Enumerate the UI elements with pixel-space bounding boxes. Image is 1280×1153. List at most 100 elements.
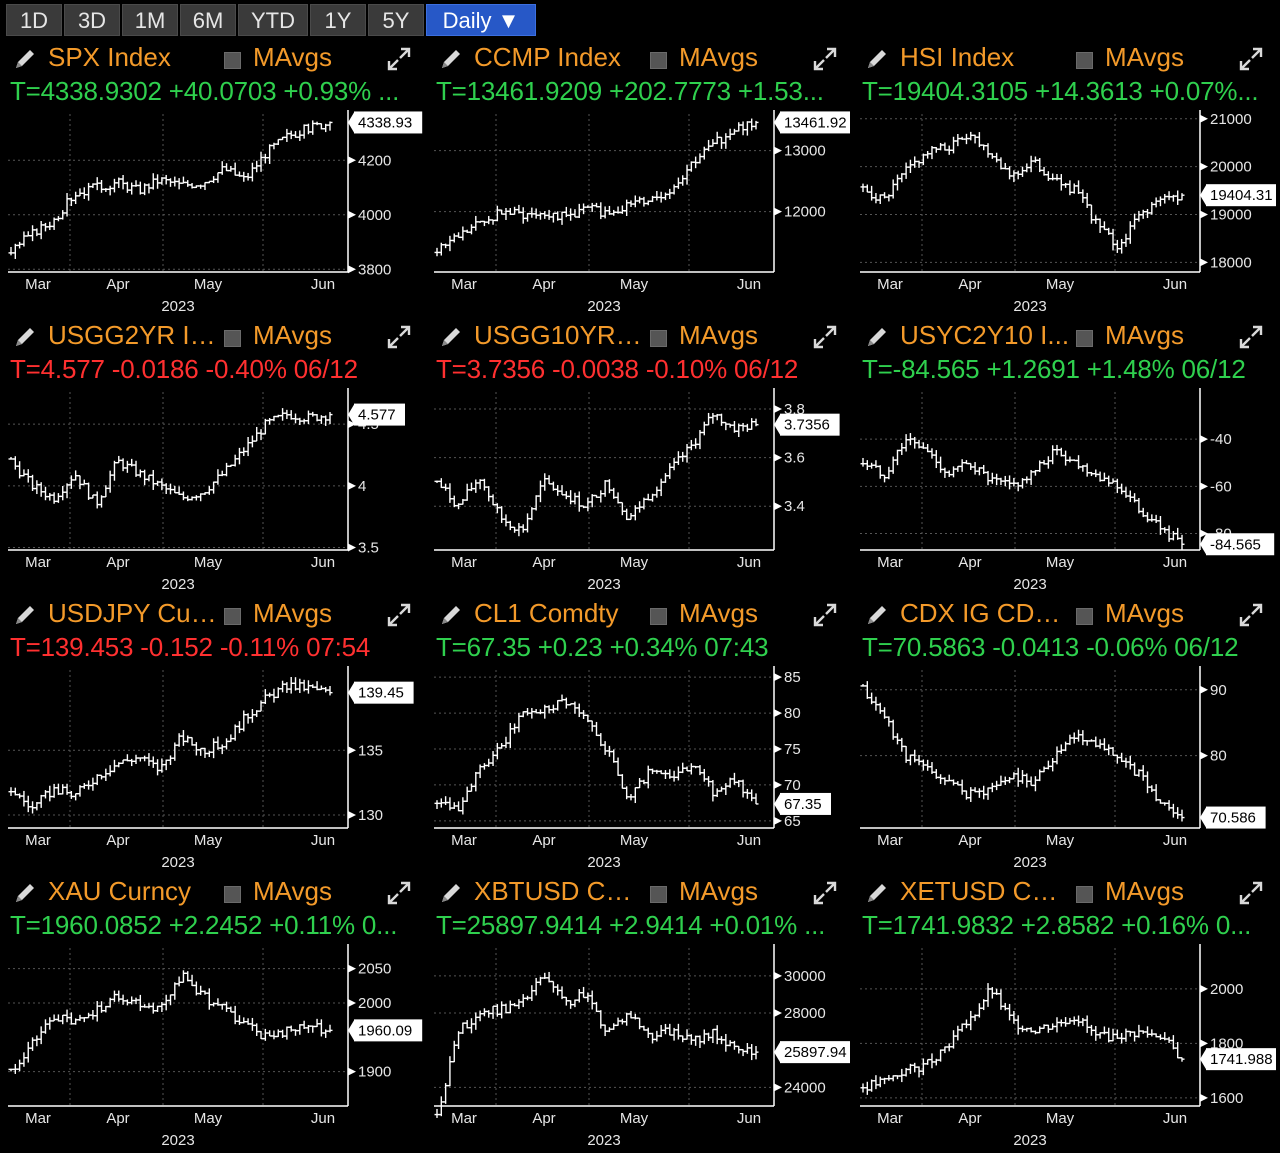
period-1y-button[interactable]: 1Y [310, 4, 366, 36]
last-value-label: 70.586 [1210, 810, 1256, 827]
y-tick-marker [1200, 258, 1208, 267]
ohlc-series [434, 694, 759, 815]
last-value-pointer [774, 112, 780, 133]
mavgs-label[interactable]: MAvgs [253, 876, 332, 906]
mavgs-label[interactable]: MAvgs [253, 42, 332, 72]
period-5y-button[interactable]: 5Y [368, 4, 424, 36]
mavgs-label[interactable]: MAvgs [679, 876, 758, 906]
expand-icon[interactable] [1238, 324, 1264, 350]
pencil-icon[interactable] [864, 324, 890, 350]
ticker-label[interactable]: USGG2YR In... [48, 320, 218, 350]
pencil-icon[interactable] [12, 880, 38, 906]
mavgs-checkbox[interactable] [1076, 330, 1093, 347]
mavgs-checkbox[interactable] [224, 52, 241, 69]
mavgs-checkbox[interactable] [650, 886, 667, 903]
x-tick-label: May [620, 554, 649, 571]
mavgs-checkbox[interactable] [650, 52, 667, 69]
mavgs-label[interactable]: MAvgs [679, 42, 758, 72]
y-tick-label: -40 [1210, 431, 1232, 448]
pencil-icon[interactable] [12, 324, 38, 350]
expand-icon[interactable] [812, 602, 838, 628]
mavgs-label[interactable]: MAvgs [1105, 42, 1184, 72]
ticker-label[interactable]: CCMP Index [474, 42, 621, 72]
mavgs-label[interactable]: MAvgs [253, 598, 332, 628]
frequency-daily-dropdown[interactable]: Daily ▼ [426, 4, 536, 36]
expand-icon[interactable] [386, 602, 412, 628]
pencil-icon[interactable] [438, 602, 464, 628]
y-tick-marker [348, 964, 356, 973]
period-1m-button[interactable]: 1M [122, 4, 178, 36]
y-tick-marker [774, 780, 782, 789]
period-1d-button[interactable]: 1D [6, 4, 62, 36]
y-tick-marker [348, 210, 356, 219]
pencil-icon[interactable] [12, 602, 38, 628]
period-ytd-button[interactable]: YTD [238, 4, 308, 36]
expand-icon[interactable] [1238, 880, 1264, 906]
ohlc-series [8, 408, 333, 509]
period-3d-button[interactable]: 3D [64, 4, 120, 36]
expand-icon[interactable] [386, 46, 412, 72]
ticker-label[interactable]: SPX Index [48, 42, 171, 72]
y-tick-label: 130 [358, 807, 383, 824]
ticker-label[interactable]: HSI Index [900, 42, 1015, 72]
last-value-pointer [774, 793, 780, 814]
mavgs-label[interactable]: MAvgs [1105, 876, 1184, 906]
pencil-icon[interactable] [864, 602, 890, 628]
ticker-label[interactable]: CL1 Comdty [474, 598, 619, 628]
ticker-label[interactable]: CDX IG CDSI... [900, 598, 1070, 628]
expand-icon[interactable] [386, 880, 412, 906]
pencil-icon[interactable] [438, 46, 464, 72]
mavgs-checkbox[interactable] [224, 886, 241, 903]
pencil-icon[interactable] [438, 324, 464, 350]
expand-icon[interactable] [812, 324, 838, 350]
price-chart: 12000 13000 Mar Apr May Jun 2023 13461.92 [434, 110, 850, 315]
mavgs-checkbox[interactable] [224, 330, 241, 347]
expand-icon[interactable] [386, 324, 412, 350]
mavgs-label[interactable]: MAvgs [1105, 598, 1184, 628]
y-tick-label: 3800 [358, 261, 391, 278]
mavgs-label[interactable]: MAvgs [679, 320, 758, 350]
expand-icon[interactable] [1238, 46, 1264, 72]
mavgs-checkbox[interactable] [1076, 608, 1093, 625]
pencil-icon[interactable] [12, 46, 38, 72]
ticker-label[interactable]: USYC2Y10 I... [900, 320, 1070, 350]
mavgs-checkbox[interactable] [1076, 52, 1093, 69]
period-6m-button[interactable]: 6M [180, 4, 236, 36]
pencil-icon[interactable] [864, 46, 890, 72]
ticker-label[interactable]: XBTUSD Cur... [474, 876, 644, 906]
ticker-label[interactable]: USGG10YR I... [474, 320, 644, 350]
year-label: 2023 [587, 298, 620, 315]
last-value-pointer [774, 414, 780, 435]
panel-header: SPX Index MAvgs [4, 40, 428, 74]
ohlc-series [8, 120, 333, 259]
last-value-box [1206, 533, 1275, 556]
x-tick-label: Apr [532, 832, 555, 849]
pencil-icon[interactable] [438, 880, 464, 906]
x-tick-label: Jun [1163, 832, 1187, 849]
y-tick-label: 80 [784, 705, 801, 722]
ticker-label[interactable]: USDJPY Cur... [48, 598, 218, 628]
expand-icon[interactable] [1238, 602, 1264, 628]
mavgs-checkbox[interactable] [1076, 886, 1093, 903]
x-tick-label: Jun [1163, 554, 1187, 571]
x-tick-label: Apr [958, 276, 981, 293]
last-value-label: 1960.09 [358, 1022, 412, 1039]
ticker-label[interactable]: XETUSD Cur... [900, 876, 1070, 906]
expand-icon[interactable] [812, 46, 838, 72]
mavgs-label[interactable]: MAvgs [1105, 320, 1184, 350]
grid-lines [434, 670, 774, 828]
mavgs-label[interactable]: MAvgs [253, 320, 332, 350]
y-tick-marker [774, 502, 782, 511]
x-tick-label: Apr [532, 1110, 555, 1127]
mavgs-checkbox[interactable] [650, 330, 667, 347]
mavgs-label[interactable]: MAvgs [679, 598, 758, 628]
quote-line: T=67.35 +0.23 +0.34% 07:43 [436, 632, 769, 662]
chart-panel: USDJPY Cur... MAvgs T=139.453 -0.152 -0.11… [4, 596, 428, 874]
mavgs-checkbox[interactable] [224, 608, 241, 625]
expand-icon[interactable] [812, 880, 838, 906]
mavgs-checkbox[interactable] [650, 608, 667, 625]
ticker-label[interactable]: XAU Curncy [48, 876, 192, 906]
pencil-icon[interactable] [864, 880, 890, 906]
year-label: 2023 [587, 576, 620, 593]
